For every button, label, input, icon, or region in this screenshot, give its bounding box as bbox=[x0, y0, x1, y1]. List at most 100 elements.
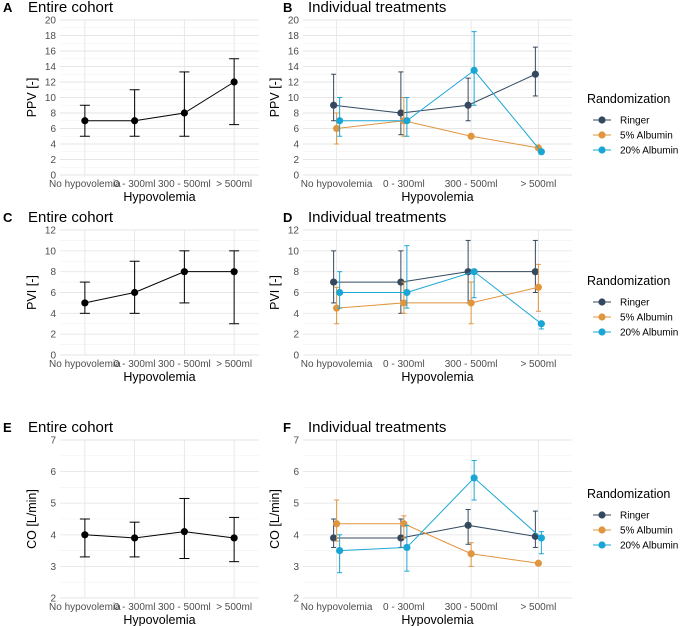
series-line-ringer bbox=[333, 524, 536, 539]
x-tick-label: No hypovolemia bbox=[301, 602, 373, 613]
x-axis-title: Hypovolemia bbox=[123, 190, 195, 204]
y-tick-label: 3 bbox=[50, 562, 56, 573]
data-point-ringer bbox=[531, 70, 539, 78]
legend-label: 20% Albumin bbox=[620, 146, 678, 157]
data-point-ringer bbox=[531, 532, 539, 540]
y-tick-label: 6 bbox=[50, 124, 56, 135]
data-point-entire-cohort bbox=[230, 268, 238, 276]
legend-label: Ringer bbox=[620, 511, 650, 522]
x-tick-label: 300 - 500ml bbox=[158, 602, 211, 613]
y-tick-label: 18 bbox=[288, 31, 300, 42]
y-tick-label: 12 bbox=[45, 78, 57, 89]
data-point-5-albumin bbox=[333, 304, 341, 312]
y-tick-label: 4 bbox=[50, 140, 56, 151]
panel-title: Individual treatments bbox=[308, 0, 446, 16]
y-tick-label: 20 bbox=[45, 16, 57, 27]
series-line-20-albumin bbox=[339, 271, 542, 325]
series-line-ringer bbox=[333, 271, 536, 283]
data-point-entire-cohort bbox=[81, 531, 89, 539]
data-point-ringer bbox=[330, 278, 338, 286]
y-tick-label: 2 bbox=[293, 330, 299, 341]
legend-label: 5% Albumin bbox=[620, 313, 673, 324]
x-tick-label: > 500ml bbox=[216, 602, 252, 613]
y-tick-label: 8 bbox=[50, 109, 56, 120]
x-axis-title: Hypovolemia bbox=[401, 370, 473, 384]
y-tick-label: 2 bbox=[50, 155, 56, 166]
y-tick-label: 12 bbox=[288, 78, 300, 89]
data-point-20-albumin bbox=[336, 288, 344, 297]
y-tick-label: 0 bbox=[293, 171, 299, 182]
y-tick-label: 14 bbox=[45, 62, 57, 73]
x-tick-label: No hypovolemia bbox=[49, 179, 121, 190]
y-tick-label: 5 bbox=[293, 499, 299, 510]
y-tick-label: 12 bbox=[45, 226, 57, 237]
x-tick-label: 0 - 300ml bbox=[383, 179, 425, 190]
y-tick-label: 4 bbox=[293, 530, 299, 541]
data-point-5-albumin bbox=[534, 559, 542, 567]
y-tick-label: 5 bbox=[50, 499, 56, 510]
y-tick-label: 2 bbox=[293, 594, 299, 605]
legend-1: Randomization Ringer 5% Albumin 20% Albumin bbox=[587, 92, 678, 157]
y-tick-label: 8 bbox=[293, 267, 299, 278]
x-tick-label: 0 - 300ml bbox=[383, 359, 425, 370]
data-point-20-albumin bbox=[403, 117, 411, 125]
x-tick-label: 300 - 500ml bbox=[158, 179, 211, 190]
data-point-entire-cohort bbox=[180, 109, 188, 117]
data-point-ringer bbox=[464, 101, 472, 109]
x-tick-label: 300 - 500ml bbox=[445, 359, 498, 370]
y-tick-label: 14 bbox=[288, 62, 300, 73]
legend-label: 5% Albumin bbox=[620, 526, 673, 537]
x-tick-label: > 500ml bbox=[520, 179, 556, 190]
data-point-entire-cohort bbox=[131, 117, 139, 125]
y-tick-label: 16 bbox=[288, 47, 300, 58]
x-tick-label: 0 - 300ml bbox=[114, 359, 156, 370]
y-tick-label: 7 bbox=[293, 436, 299, 447]
y-tick-label: 0 bbox=[293, 351, 299, 362]
data-point-5-albumin bbox=[467, 299, 475, 307]
data-point-20-albumin bbox=[336, 117, 344, 125]
data-point-ringer bbox=[397, 109, 405, 117]
data-point-20-albumin bbox=[537, 534, 545, 542]
data-point-20-albumin bbox=[537, 148, 545, 156]
series-line-entire-cohort bbox=[84, 531, 235, 539]
y-tick-label: 6 bbox=[293, 288, 299, 299]
panel-title: Individual treatments bbox=[308, 209, 446, 226]
panel-f: 2 3 4 5 6 7 No hypovolemia 0 - 300ml 300 - 500ml… bbox=[268, 419, 572, 626]
series-line-entire-cohort bbox=[84, 81, 235, 122]
legend-title: Randomization bbox=[587, 92, 670, 106]
legend-label: Ringer bbox=[620, 116, 650, 127]
data-point-20-albumin bbox=[403, 288, 411, 297]
data-point-entire-cohort bbox=[180, 268, 188, 276]
series-line-20-albumin bbox=[339, 69, 542, 153]
y-tick-label: 8 bbox=[50, 267, 56, 278]
y-tick-label: 2 bbox=[50, 330, 56, 341]
legend-key-point bbox=[598, 313, 606, 321]
series-line-5-albumin bbox=[336, 120, 539, 149]
data-point-5-albumin bbox=[467, 132, 475, 140]
series-line-20-albumin bbox=[339, 477, 542, 552]
y-tick-label: 10 bbox=[45, 246, 57, 257]
data-point-20-albumin bbox=[403, 543, 411, 552]
x-axis-title: Hypovolemia bbox=[123, 613, 195, 626]
x-axis-title: Hypovolemia bbox=[401, 613, 473, 626]
data-point-20-albumin bbox=[336, 547, 344, 555]
data-point-ringer bbox=[531, 268, 539, 276]
legend-label: 20% Albumin bbox=[620, 328, 678, 339]
panel-title: Entire cohort bbox=[28, 209, 114, 226]
x-tick-label: No hypovolemia bbox=[301, 359, 373, 370]
data-point-20-albumin bbox=[470, 268, 478, 276]
x-tick-label: > 500ml bbox=[520, 602, 556, 613]
legend-label: 20% Albumin bbox=[620, 541, 678, 552]
legend-key-point bbox=[598, 146, 606, 154]
y-tick-label: 10 bbox=[45, 93, 57, 104]
data-point-entire-cohort bbox=[180, 528, 188, 536]
y-tick-label: 8 bbox=[293, 109, 299, 120]
x-tick-label: No hypovolemia bbox=[301, 179, 373, 190]
legend-key-point bbox=[598, 116, 606, 124]
y-tick-label: 4 bbox=[293, 309, 299, 320]
data-point-5-albumin bbox=[467, 550, 475, 558]
data-point-20-albumin bbox=[470, 474, 478, 482]
panel-letter: D bbox=[283, 210, 292, 225]
